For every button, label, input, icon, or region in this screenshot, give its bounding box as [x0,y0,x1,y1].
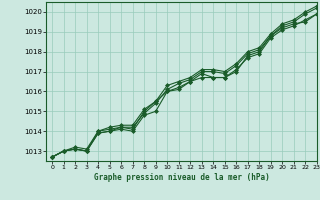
X-axis label: Graphe pression niveau de la mer (hPa): Graphe pression niveau de la mer (hPa) [94,173,269,182]
